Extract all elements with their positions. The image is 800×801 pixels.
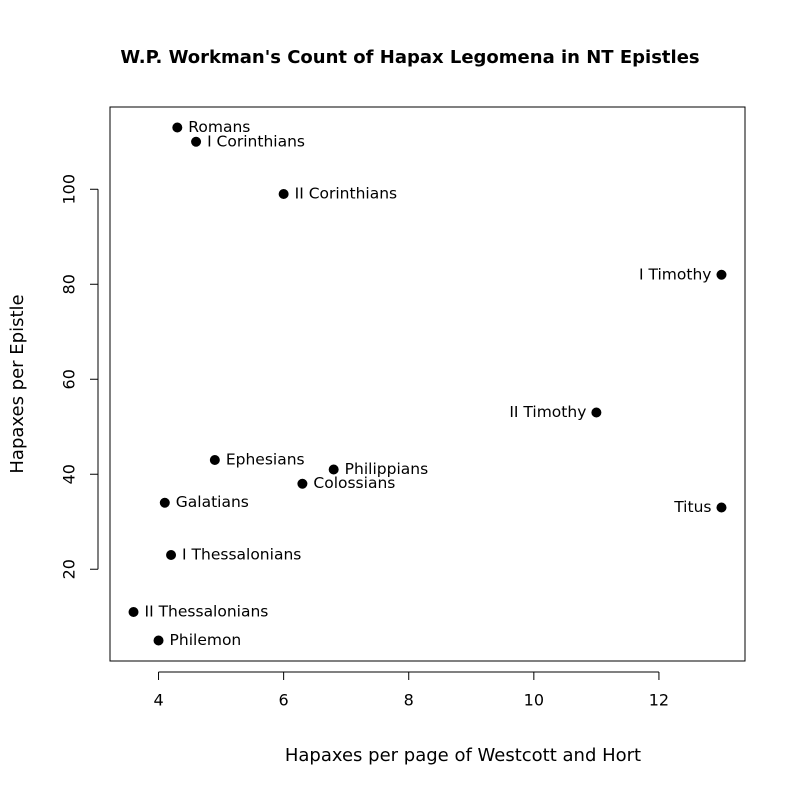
point-label: I Corinthians <box>207 132 305 150</box>
point-label: Philippians <box>345 460 428 478</box>
plot-frame <box>109 106 746 662</box>
point-label: Colossians <box>313 474 395 492</box>
y-tick-label: 20 <box>60 559 79 579</box>
x-tick-label: 12 <box>649 691 669 710</box>
y-axis-label: Hapaxes per Epistle <box>7 294 28 473</box>
point <box>191 136 202 147</box>
point-label: I Thessalonians <box>182 545 301 563</box>
x-tick-label: 8 <box>404 691 414 710</box>
y-tick-label: 100 <box>60 174 79 205</box>
point-label: II Corinthians <box>295 185 397 203</box>
y-tick-label: 80 <box>60 274 79 294</box>
point <box>716 269 727 280</box>
point-label: Ephesians <box>226 450 305 468</box>
point <box>328 464 339 475</box>
chart-title: W.P. Workman's Count of Hapax Legomena i… <box>120 47 699 68</box>
x-axis-label: Hapaxes per page of Westcott and Hort <box>285 745 641 766</box>
point-label: II Thessalonians <box>145 602 269 620</box>
point-label: Titus <box>673 498 711 516</box>
point-label: Philemon <box>170 631 242 649</box>
point-label: II Timothy <box>509 403 586 421</box>
point <box>591 407 602 418</box>
point <box>172 122 183 133</box>
x-tick-label: 6 <box>279 691 289 710</box>
point <box>209 454 220 465</box>
x-tick-label: 4 <box>153 691 163 710</box>
point <box>297 478 308 489</box>
point <box>278 189 289 200</box>
point <box>166 549 177 560</box>
point-label: I Timothy <box>639 265 711 283</box>
y-tick-label: 40 <box>60 464 79 484</box>
point <box>153 635 164 646</box>
point <box>159 497 170 508</box>
point-label: Galatians <box>176 493 249 511</box>
point-label: Romans <box>188 118 250 136</box>
point <box>128 606 139 617</box>
y-tick-label: 60 <box>60 369 79 389</box>
x-tick-label: 10 <box>524 691 544 710</box>
point <box>716 502 727 513</box>
